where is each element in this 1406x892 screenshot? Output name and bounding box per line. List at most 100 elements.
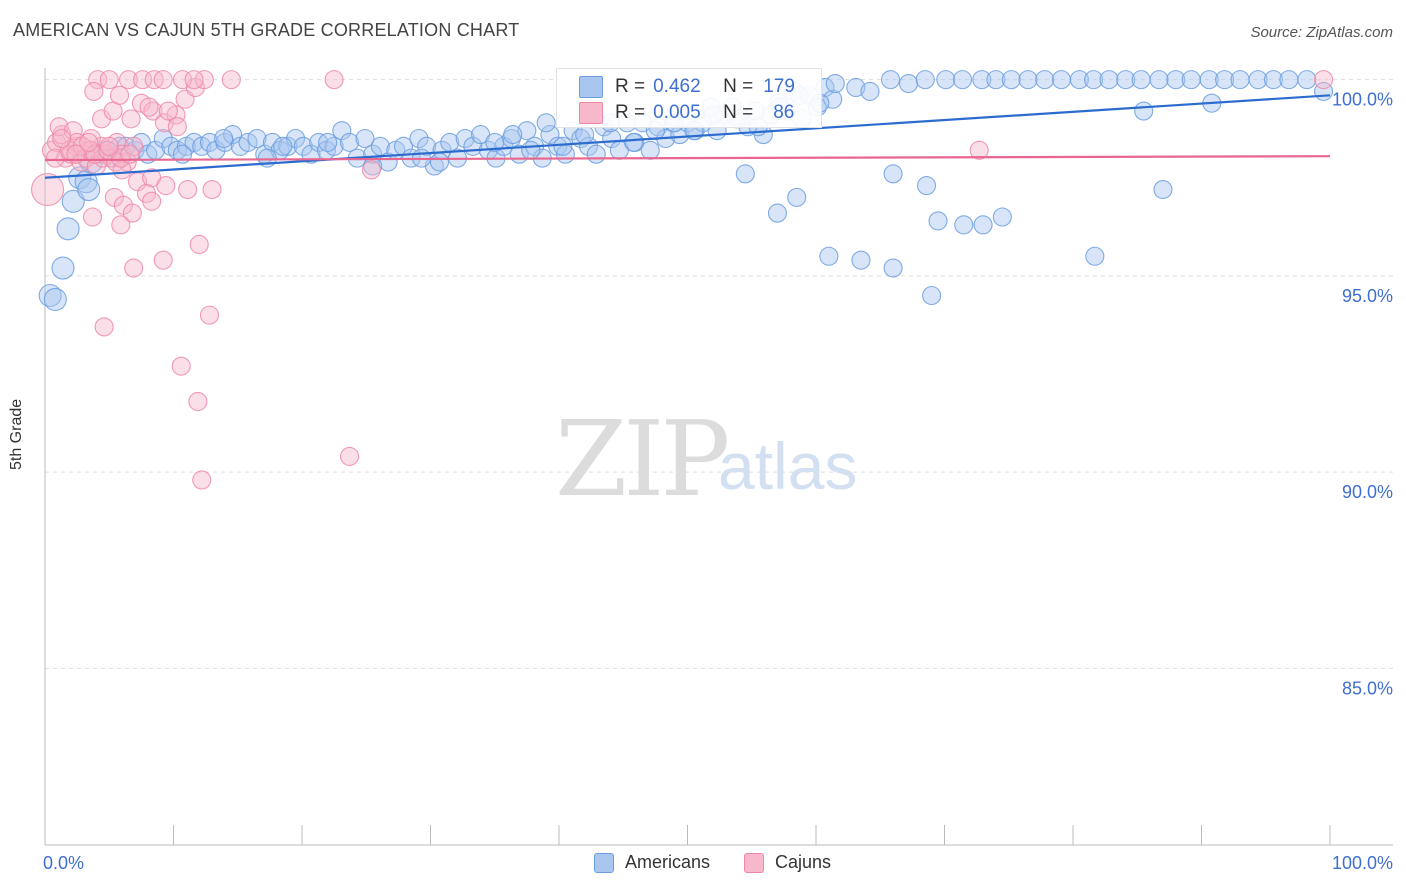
american-point (575, 125, 595, 145)
american-point (417, 136, 437, 156)
cajun-point (199, 305, 220, 325)
legend-americans-swatch-icon (594, 852, 614, 873)
american-point (278, 136, 298, 156)
american-point (1149, 70, 1169, 90)
cajun-point (139, 97, 159, 117)
cajun-point (192, 470, 212, 490)
american-point (898, 74, 919, 94)
cajun-point (94, 317, 114, 337)
american-point (825, 74, 845, 94)
r-value: 0.005 (653, 102, 701, 123)
cajun-point (167, 117, 187, 137)
cajun-point (88, 70, 108, 90)
cajun-point (361, 160, 381, 180)
legend-cajuns-swatch-icon (744, 852, 765, 873)
y-tick-label: 85.0% (1342, 678, 1393, 698)
cajun-point (79, 132, 99, 152)
american-point (851, 250, 871, 270)
source-label: Source: ZipAtlas.com (1250, 24, 1393, 41)
n-label: N = (723, 102, 754, 123)
american-point (61, 189, 85, 213)
cajun-point (99, 70, 119, 90)
american-point (928, 211, 948, 231)
american-point (153, 128, 173, 149)
cajun-point (109, 85, 130, 105)
american-point (735, 164, 755, 184)
american-point (936, 70, 956, 90)
american-point (1085, 246, 1105, 266)
cajun-point (156, 176, 176, 196)
american-point (56, 217, 80, 241)
american-point (199, 132, 220, 152)
american-point (787, 187, 807, 207)
y-tick-label: 95.0% (1342, 286, 1393, 306)
american-point (1084, 70, 1104, 90)
cajun-point (99, 136, 119, 156)
american-point (883, 258, 903, 278)
american-point (485, 132, 505, 152)
american-point (1230, 70, 1250, 90)
cajun-point (172, 70, 193, 90)
legend-americans-label: Americans (625, 852, 711, 872)
cajun-point (188, 391, 208, 412)
r-label: R = (615, 76, 646, 97)
american-point (846, 77, 866, 98)
american-point (318, 132, 338, 152)
cajun-point (133, 70, 153, 90)
american-point (1279, 70, 1299, 90)
american-point (355, 128, 375, 149)
cajun-point (969, 140, 989, 160)
x-tick-label: 0.0% (43, 853, 84, 873)
american-point (623, 132, 644, 152)
american-point (247, 128, 267, 149)
american-point (293, 136, 313, 156)
cajun-point (158, 101, 178, 121)
chart-title: AMERICAN VS CAJUN 5TH GRADE CORRELATION … (13, 20, 520, 40)
american-point (767, 203, 788, 223)
cajun-point (153, 250, 173, 270)
n-value: 179 (763, 76, 795, 97)
american-point (860, 81, 880, 101)
cajuns-trend-line (44, 155, 1331, 162)
cajun-point (122, 203, 142, 223)
american-point (517, 121, 537, 141)
r-value: 0.462 (653, 76, 701, 97)
n-value: 86 (773, 102, 795, 123)
legend: Americans Cajuns (594, 852, 831, 873)
american-point (1166, 70, 1186, 90)
american-point (972, 70, 992, 90)
stats-row-cajuns: R = 0.005 N = 86 (579, 101, 794, 125)
american-point (952, 70, 973, 90)
american-point (214, 128, 234, 149)
cajun-point (184, 70, 204, 90)
cajun-point (221, 70, 241, 90)
american-point (339, 132, 360, 152)
american-point (823, 89, 843, 109)
americans-trend-line (44, 94, 1331, 179)
cajun-point (194, 70, 214, 90)
cajun-point (153, 70, 173, 90)
cajun-point (339, 446, 360, 466)
american-point (819, 246, 839, 266)
american-point (1134, 101, 1154, 121)
american-point (332, 121, 352, 141)
cajun-point (118, 70, 139, 90)
n-label: N = (723, 76, 754, 97)
american-point (273, 136, 293, 156)
american-point (1001, 70, 1021, 90)
american-point (262, 132, 282, 152)
cajun-point (142, 191, 162, 211)
american-point (503, 125, 523, 145)
american-point (992, 207, 1012, 227)
cajun-point (324, 70, 344, 90)
american-point (973, 215, 993, 235)
american-point (540, 125, 560, 145)
american-point (1099, 70, 1119, 90)
americans-swatch-icon (579, 76, 603, 98)
watermark-zip: ZIP (555, 398, 730, 520)
cajun-point (63, 121, 83, 141)
cajun-point (189, 234, 209, 255)
american-point (1248, 70, 1268, 90)
american-point (915, 70, 935, 90)
american-point (536, 113, 556, 133)
